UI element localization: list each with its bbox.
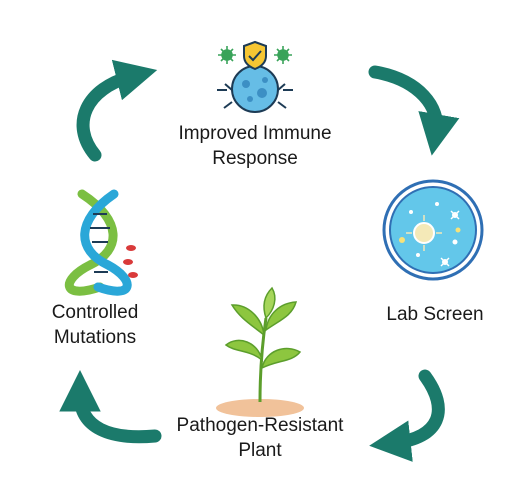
node-label-line: Lab Screen — [386, 304, 484, 325]
arrow-lab-to-plant — [369, 369, 445, 462]
arrow-plant-to-mutation — [59, 370, 162, 444]
node-label-line: Controlled — [51, 302, 139, 323]
node-label-line: Response — [212, 148, 298, 169]
node-label-controlled-mutations: Controlled Mutations — [30, 300, 160, 350]
arrow-mutation-to-immune — [76, 59, 158, 162]
node-label-line: Plant — [238, 440, 282, 461]
virus-shield-icon — [217, 40, 293, 113]
node-label-lab-screen: Lab Screen — [370, 302, 500, 327]
node-label-line: Mutations — [53, 327, 137, 348]
node-label-line: Pathogen-Resistant — [176, 415, 344, 436]
plant-sprout-icon — [216, 286, 304, 417]
node-label-line: Improved Immune — [178, 123, 332, 144]
arrow-immune-to-lab — [368, 65, 460, 156]
petri-dish-icon — [382, 179, 484, 281]
node-label-pathogen-resistant-plant: Pathogen-Resistant Plant — [155, 413, 365, 463]
node-label-improved-immune-response: Improved Immune Response — [150, 121, 360, 171]
dna-helix-icon — [65, 189, 138, 296]
